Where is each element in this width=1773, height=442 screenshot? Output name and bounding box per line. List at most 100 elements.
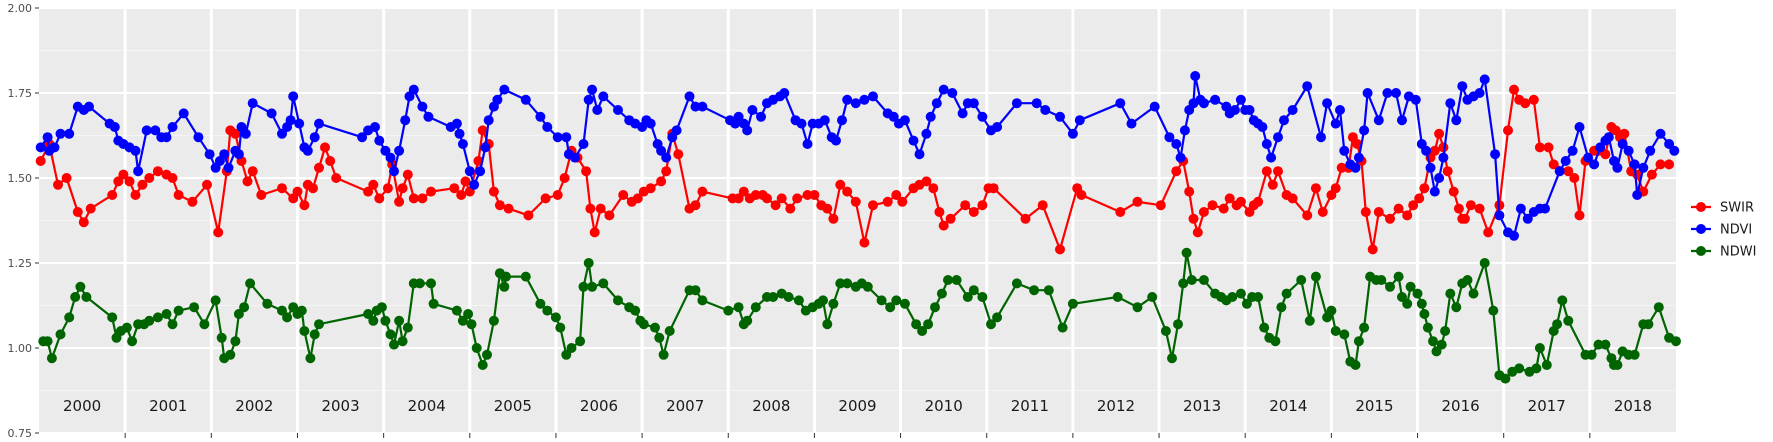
- data-point-ndvi: [1425, 162, 1436, 173]
- data-point-ndwi: [783, 292, 794, 302]
- data-point-swir: [928, 183, 939, 194]
- data-point-swir: [540, 193, 551, 204]
- data-point-swir: [552, 190, 563, 200]
- legend: SWIR NDVI NDWI: [1691, 201, 1756, 260]
- data-point-ndwi: [650, 322, 660, 333]
- data-point-ndwi: [216, 332, 227, 343]
- data-point-swir: [402, 169, 413, 180]
- data-point-ndvi: [451, 118, 462, 129]
- data-point-ndwi: [885, 302, 896, 313]
- data-point-ndwi: [471, 343, 482, 353]
- data-point-ndwi: [1402, 298, 1413, 309]
- data-point-ndvi: [1451, 115, 1462, 126]
- year-label: 2015: [1355, 397, 1393, 415]
- year-label: 2009: [838, 397, 876, 415]
- data-point-swir: [331, 173, 342, 183]
- data-point-ndwi: [1440, 326, 1451, 336]
- data-point-ndvi: [1040, 105, 1051, 115]
- data-point-ndvi: [223, 162, 234, 173]
- data-point-swir: [394, 196, 405, 207]
- data-point-ndvi: [141, 125, 152, 136]
- data-point-ndvi: [592, 105, 603, 115]
- data-point-ndwi: [968, 285, 979, 296]
- data-point-swir: [1037, 200, 1048, 211]
- data-point-ndwi: [1376, 275, 1387, 285]
- data-point-swir: [1218, 203, 1229, 214]
- data-point-ndwi: [1296, 275, 1307, 285]
- data-point-ndwi: [1488, 305, 1499, 316]
- data-point-ndwi: [750, 302, 761, 313]
- data-point-ndvi: [233, 149, 244, 160]
- data-point-ndvi: [150, 125, 161, 136]
- data-point-ndwi: [262, 298, 273, 309]
- data-point-ndwi: [466, 319, 477, 330]
- data-point-ndvi: [1330, 118, 1341, 129]
- data-point-ndvi: [1445, 98, 1456, 109]
- data-point-swir: [1655, 159, 1666, 170]
- data-point-ndvi: [583, 94, 594, 105]
- data-point-swir: [1224, 193, 1235, 204]
- data-point-swir: [1020, 213, 1031, 224]
- data-point-ndvi: [492, 94, 503, 105]
- data-point-ndwi: [1468, 288, 1479, 299]
- legend-marker-ndwi: [1696, 246, 1706, 256]
- data-point-swir: [118, 169, 129, 180]
- data-point-swir: [802, 190, 813, 200]
- data-point-swir: [292, 186, 303, 197]
- data-point-ndwi: [199, 319, 210, 330]
- data-point-ndwi: [768, 292, 779, 302]
- data-point-ndwi: [1451, 302, 1462, 313]
- data-point-ndwi: [477, 360, 488, 370]
- data-point-ndwi: [1586, 349, 1597, 360]
- data-point-swir: [202, 179, 212, 190]
- data-point-ndvi: [1382, 88, 1393, 98]
- year-label: 2005: [494, 397, 532, 415]
- data-point-ndwi: [986, 319, 996, 330]
- data-point-ndwi: [578, 281, 589, 292]
- data-point-swir: [1235, 196, 1246, 207]
- data-point-swir: [1267, 179, 1278, 190]
- data-point-swir: [173, 190, 184, 200]
- legend-item-ndvi: NDVI: [1691, 223, 1752, 238]
- data-point-ndvi: [1522, 213, 1533, 224]
- data-point-ndwi: [1462, 275, 1473, 285]
- data-point-swir: [299, 200, 310, 211]
- data-point-ndvi: [1515, 203, 1526, 214]
- year-label: 2014: [1269, 397, 1307, 415]
- y-tick-label: 1.75: [8, 87, 33, 100]
- data-point-swir: [809, 190, 820, 200]
- data-point-ndwi: [1593, 339, 1604, 350]
- data-point-ndwi: [305, 353, 316, 364]
- data-point-ndwi: [1181, 247, 1192, 258]
- legend-label-ndwi: NDWI: [1720, 245, 1756, 260]
- data-point-ndwi: [389, 339, 399, 350]
- data-point-swir: [661, 166, 672, 177]
- data-point-ndwi: [363, 309, 374, 319]
- data-point-swir: [934, 207, 945, 217]
- data-point-swir: [1273, 166, 1283, 177]
- data-point-ndwi: [46, 353, 57, 364]
- data-point-ndwi: [1235, 288, 1246, 299]
- data-point-swir: [1317, 207, 1328, 217]
- data-point-ndvi: [1638, 162, 1649, 173]
- data-point-ndwi: [173, 305, 184, 316]
- data-point-ndvi: [756, 111, 766, 122]
- data-point-ndvi: [394, 145, 405, 156]
- data-point-ndvi: [957, 108, 968, 119]
- data-point-swir: [1261, 166, 1272, 177]
- data-point-swir: [1646, 169, 1657, 180]
- data-point-ndvi: [178, 108, 189, 119]
- data-point-ndvi: [277, 128, 287, 139]
- data-point-swir: [1188, 213, 1199, 224]
- data-point-ndvi: [802, 139, 813, 149]
- data-point-ndwi: [1431, 346, 1442, 357]
- data-point-ndvi: [747, 105, 758, 115]
- data-point-swir: [426, 186, 436, 197]
- data-point-ndvi: [1574, 122, 1585, 132]
- data-point-swir: [1434, 128, 1445, 139]
- data-point-ndwi: [1304, 315, 1315, 326]
- year-label: 2008: [752, 397, 790, 415]
- data-point-swir: [1459, 213, 1470, 224]
- data-point-ndwi: [1534, 343, 1545, 353]
- data-point-ndvi: [247, 98, 258, 109]
